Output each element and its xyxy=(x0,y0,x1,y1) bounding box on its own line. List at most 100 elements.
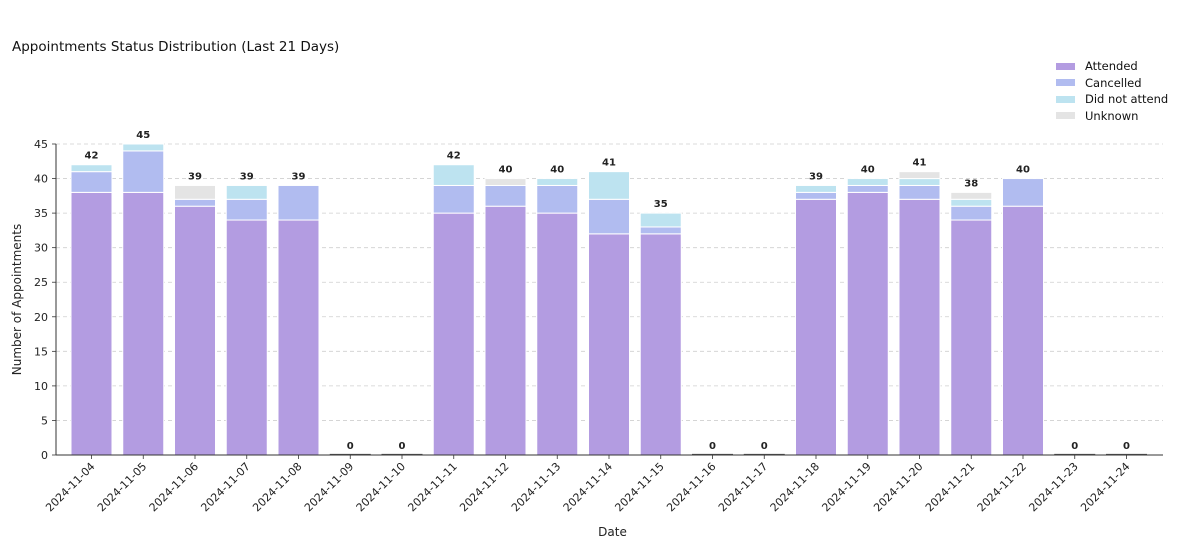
bar-segment-did-not-attend xyxy=(846,178,889,186)
y-tick-label: 20 xyxy=(34,311,48,324)
bar-segment-did-not-attend xyxy=(536,178,579,186)
bar-segment-unknown xyxy=(950,191,993,200)
legend-label: Unknown xyxy=(1085,108,1139,123)
bar-segment-attended xyxy=(122,191,165,456)
bar-segment-cancelled xyxy=(225,198,268,221)
bar-segment-cancelled xyxy=(536,184,579,214)
bar-segment-attended xyxy=(536,212,579,456)
legend-swatch xyxy=(1056,112,1075,120)
bar-segment-attended xyxy=(70,191,113,456)
bars xyxy=(70,143,1147,456)
bar-segment-attended xyxy=(432,212,475,456)
y-tick-label: 0 xyxy=(41,449,48,462)
bar-segment-attended xyxy=(1002,205,1044,456)
bar-total-label: 0 xyxy=(347,441,354,452)
bar-segment-cancelled xyxy=(70,171,113,193)
x-tick-label: 2024-11-19 xyxy=(819,460,873,514)
bar-segment-attended xyxy=(639,233,682,456)
bar-segment-attended xyxy=(846,191,889,456)
y-axis-title: Number of Appointments xyxy=(10,224,24,375)
y-tick-label: 25 xyxy=(34,276,48,289)
x-tick-label: 2024-11-17 xyxy=(716,460,770,514)
legend-item: Cancelled xyxy=(1056,75,1168,92)
x-tick-label: 2024-11-22 xyxy=(975,460,1029,514)
bar-total-label: 40 xyxy=(1016,165,1030,176)
bar-total-label: 0 xyxy=(1123,441,1130,452)
bar-segment-cancelled xyxy=(639,226,682,235)
bar-segment-attended xyxy=(277,219,320,456)
bar-total-label: 35 xyxy=(654,199,668,210)
y-tick-label: 15 xyxy=(34,345,48,358)
legend-item: Did not attend xyxy=(1056,91,1168,108)
bar-total-label: 39 xyxy=(809,171,823,182)
x-tick-label: 2024-11-04 xyxy=(43,460,97,514)
x-axis-title: Date xyxy=(598,525,627,539)
x-tick-label: 2024-11-24 xyxy=(1078,460,1132,514)
total-labels: 42 45 39 39 39 0 0 42 40 40 41 35 0 0 39 40 41 38 40 0 0 xyxy=(85,130,1130,452)
legend-label: Did not attend xyxy=(1085,92,1169,107)
bar-segment-attended xyxy=(174,205,216,456)
bar-total-label: 40 xyxy=(499,165,513,176)
bar-segment-cancelled xyxy=(432,184,475,214)
bar-total-label: 42 xyxy=(447,151,461,162)
x-tick-label: 2024-11-09 xyxy=(302,460,356,514)
bar-segment-did-not-attend xyxy=(950,198,993,207)
bar-total-label: 42 xyxy=(85,151,99,162)
bar-segment-cancelled xyxy=(122,150,165,193)
bar-segment-attended xyxy=(950,219,993,456)
y-tick-label: 35 xyxy=(34,207,48,220)
bar-segment-attended xyxy=(898,198,941,456)
bar-total-label: 40 xyxy=(550,165,564,176)
legend-swatch xyxy=(1056,79,1075,87)
bar-segment-attended xyxy=(484,205,527,456)
bar-segment-did-not-attend xyxy=(225,184,268,200)
y-tick-label: 30 xyxy=(34,242,48,255)
x-tick-label: 2024-11-11 xyxy=(405,460,459,514)
legend-label: Attended xyxy=(1085,59,1138,74)
y-tick-label: 45 xyxy=(34,138,48,151)
bar-segment-cancelled xyxy=(898,184,941,200)
bar-segment-attended xyxy=(225,219,268,456)
bar-total-label: 39 xyxy=(240,171,254,182)
bar-segment-did-not-attend xyxy=(795,184,837,193)
chart-title: Appointments Status Distribution (Last 2… xyxy=(12,39,340,55)
bar-segment-did-not-attend xyxy=(122,143,165,152)
x-tick-label: 2024-11-23 xyxy=(1026,460,1080,514)
y-tick-label: 40 xyxy=(34,173,48,186)
bar-total-label: 0 xyxy=(709,441,716,452)
x-tick-label: 2024-11-10 xyxy=(354,460,408,514)
x-tick-label: 2024-11-14 xyxy=(561,460,615,514)
bar-segment-attended xyxy=(588,233,630,456)
x-tick-label: 2024-11-05 xyxy=(95,460,149,514)
legend-swatch xyxy=(1056,62,1075,70)
bar-segment-attended xyxy=(795,198,837,456)
bar-segment-did-not-attend xyxy=(70,164,113,173)
bar-segment-unknown xyxy=(898,171,941,180)
bar-segment-unknown xyxy=(174,184,216,200)
bar-total-label: 41 xyxy=(913,158,927,169)
legend-item: Unknown xyxy=(1056,108,1168,125)
bar-total-label: 0 xyxy=(761,441,768,452)
x-tick-label: 2024-11-12 xyxy=(457,460,511,514)
x-tick-label: 2024-11-18 xyxy=(768,460,822,514)
legend-swatch xyxy=(1056,95,1075,103)
bar-total-label: 0 xyxy=(399,441,406,452)
bar-segment-cancelled xyxy=(588,198,630,235)
bar-segment-cancelled xyxy=(795,191,837,200)
x-tick-label: 2024-11-13 xyxy=(509,460,563,514)
bar-total-label: 40 xyxy=(861,165,875,176)
bar-total-label: 38 xyxy=(964,178,978,189)
legend: Attended Cancelled Did not attend Unknown xyxy=(1056,58,1168,124)
bar-segment-did-not-attend xyxy=(432,164,475,186)
bar-total-label: 39 xyxy=(292,171,306,182)
bar-total-label: 0 xyxy=(1071,441,1078,452)
x-tick-label: 2024-11-06 xyxy=(147,460,201,514)
bar-segment-unknown xyxy=(484,178,527,186)
legend-item: Attended xyxy=(1056,58,1168,75)
x-tick-label: 2024-11-20 xyxy=(871,460,925,514)
bar-segment-cancelled xyxy=(484,184,527,207)
y-tick-label: 5 xyxy=(41,414,48,427)
x-tick-label: 2024-11-07 xyxy=(198,460,252,514)
x-tick-label: 2024-11-16 xyxy=(664,460,718,514)
